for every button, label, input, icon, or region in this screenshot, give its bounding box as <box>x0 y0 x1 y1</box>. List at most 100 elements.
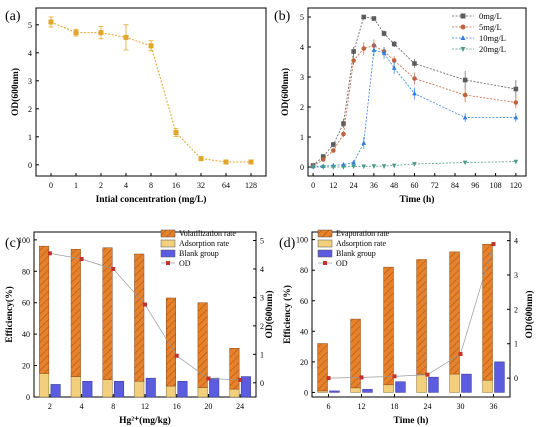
od-point <box>491 242 496 247</box>
od-point <box>326 376 331 381</box>
legend-marker <box>323 261 327 265</box>
x-tick-label: 8 <box>149 181 153 190</box>
y2-tick-label: 5 <box>260 237 264 246</box>
x-tick-label: 60 <box>410 181 418 190</box>
od-point <box>359 375 364 380</box>
y2-tick-label: 4 <box>260 265 264 274</box>
bar-blank <box>362 389 373 393</box>
data-point <box>320 154 326 159</box>
x-tick-label: 2 <box>48 402 52 411</box>
legend-label: 20mg/L <box>479 44 506 54</box>
x-tick-label: 72 <box>431 181 439 190</box>
x-tick-label: 32 <box>197 181 205 190</box>
y-tick-label: 80 <box>22 267 30 276</box>
y-tick-label: 3 <box>300 73 304 82</box>
x-axis-label: Time (h) <box>394 415 429 426</box>
legend-label: OD <box>179 259 191 268</box>
legend-marker <box>460 35 466 40</box>
y-tick-label: 0 <box>28 161 32 170</box>
y-tick-label: 1 <box>28 133 32 142</box>
legend-label: Volatilization rate <box>179 229 236 238</box>
data-point <box>98 30 104 36</box>
y2-tick-label: 1 <box>514 340 518 349</box>
x-tick-label: 16 <box>172 181 180 190</box>
data-point <box>381 31 387 36</box>
y-tick-label: 0 <box>304 388 308 397</box>
data-point <box>412 61 417 66</box>
y-axis-label: OD(600nm) <box>10 68 21 116</box>
x-tick-label: 0 <box>49 181 53 190</box>
bar-blank <box>82 381 93 398</box>
data-point <box>351 164 356 170</box>
legend-label: Adsorption rate <box>179 239 229 248</box>
x-axis-label: Intial concentration (mg/L) <box>96 194 207 205</box>
x-tick-label: 4 <box>80 402 84 411</box>
x-tick-label: 6 <box>327 402 331 411</box>
y2-axis-label: OD(600nm) <box>524 290 535 338</box>
bar-adsorption <box>229 388 240 398</box>
x-tick-label: 24 <box>424 402 432 411</box>
bar-volatilization <box>449 251 460 375</box>
x-tick-label: 128 <box>245 181 257 190</box>
data-point <box>412 90 417 96</box>
data-point <box>123 34 129 40</box>
x-tick-label: 8 <box>111 402 115 411</box>
y-tick-label: 20 <box>300 358 308 367</box>
bar-adsorption <box>350 387 361 393</box>
bar-blank <box>50 384 61 398</box>
x-tick-label: 0 <box>311 181 315 190</box>
data-point <box>351 49 356 54</box>
bar-blank <box>114 381 125 398</box>
od-point <box>111 266 116 271</box>
data-point <box>412 162 417 167</box>
panel-a: 0 1 2 3 4 5 0 1 2 4 8 16 32 64 128 Intial concentration… <box>5 7 267 205</box>
data-point <box>331 165 336 170</box>
series-line <box>312 45 516 167</box>
legend-label: 10mg/L <box>479 33 506 43</box>
x-tick-label: 36 <box>370 181 378 190</box>
data-point <box>173 130 179 136</box>
legend-marker <box>460 24 466 30</box>
legend-swatch <box>160 249 176 258</box>
bar-adsorption <box>416 373 427 393</box>
y2-tick-label: 3 <box>260 293 264 302</box>
od-point <box>458 352 463 357</box>
bar-blank <box>145 377 156 398</box>
y-tick-label: 40 <box>300 327 308 336</box>
data-point <box>462 114 468 120</box>
legend-label: Blank group <box>179 249 219 258</box>
data-point <box>341 131 346 137</box>
y2-tick-label: 0 <box>260 379 264 388</box>
legend-marker <box>460 13 466 19</box>
bar-volatilization <box>383 266 394 386</box>
series-5mg/L <box>310 39 519 169</box>
od-point <box>143 302 147 307</box>
data-point <box>391 58 397 63</box>
od-point <box>238 377 243 382</box>
y-tick-label: 80 <box>300 266 308 275</box>
data-point <box>391 41 397 47</box>
bar-volatilization <box>70 249 81 377</box>
series-line <box>312 16 516 166</box>
panel-label: (c) <box>5 236 21 251</box>
data-point <box>371 164 377 169</box>
x-tick-label: 18 <box>391 402 399 411</box>
bar-volatilization <box>317 343 328 392</box>
legend-label: Adsorption rate <box>336 239 386 248</box>
data-point <box>73 30 79 36</box>
bar-blank <box>494 361 505 393</box>
data-point <box>351 58 356 63</box>
y-axis-label: Efficiency(%) <box>4 286 15 342</box>
legend-swatch <box>317 239 333 248</box>
x-tick-label: 2 <box>99 181 103 190</box>
data-point <box>148 43 154 49</box>
data-point <box>248 159 254 165</box>
y-tick-label: 3 <box>28 77 32 86</box>
legend-swatch <box>317 249 333 258</box>
bar-volatilization <box>197 302 208 388</box>
x-tick-label: 12 <box>329 181 337 190</box>
bar-adsorption <box>197 387 208 398</box>
data-point <box>462 160 468 166</box>
